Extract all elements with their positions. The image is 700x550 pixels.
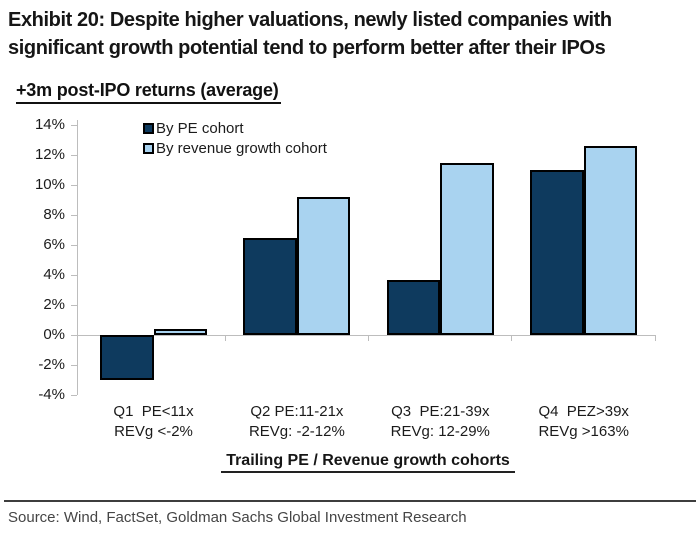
bar-revg-q2: [296, 197, 351, 335]
category-label-q1: Q1 PE<11x REVg <-2%: [113, 403, 194, 440]
footer-divider: [4, 500, 696, 502]
bar-revg-q1: [153, 329, 207, 335]
bar-chart: 14% 12% 10% 8% 6% 4% 2% 0% -2% -4% Q1 PE<11x REVg …: [34, 116, 656, 440]
y-axis-tick-label: -2%: [38, 356, 65, 373]
bar-pe-q2: [243, 237, 297, 335]
y-axis-tick-label: 4%: [43, 266, 65, 283]
x-axis-tick: [224, 335, 226, 341]
x-axis-tick: [654, 335, 656, 341]
bar-pe-q3: [386, 279, 441, 335]
chart-legend: By PE cohort By revenue growth cohort: [143, 118, 327, 158]
y-axis-tick: [71, 364, 77, 366]
x-axis-label: Trailing PE / Revenue growth cohorts: [221, 452, 515, 473]
y-axis-tick-label: -4%: [38, 386, 65, 403]
bar-pe-q4: [530, 170, 584, 335]
y-axis-tick: [71, 184, 77, 186]
legend-item-pe: By PE cohort: [143, 118, 327, 138]
exhibit-title-line1: Exhibit 20: Despite higher valuations, n…: [8, 9, 612, 31]
y-axis-tick-label: 2%: [43, 296, 65, 313]
pe-cohort-swatch-icon: [143, 122, 154, 134]
y-axis-tick-label: 8%: [43, 206, 65, 223]
bar-revg-q4: [583, 146, 638, 335]
category-label-q3: Q3 PE:21-39x REVg: 12-29%: [390, 403, 490, 440]
x-axis-tick: [367, 335, 369, 341]
bar-pe-q1: [100, 335, 154, 380]
x-axis-label-wrap: Trailing PE / Revenue growth cohorts: [128, 452, 608, 473]
exhibit-title-line2: significant growth potential tend to per…: [8, 37, 606, 59]
y-axis-tick: [71, 394, 77, 396]
exhibit-title: Exhibit 20: Despite higher valuations, n…: [8, 6, 696, 62]
bar-revg-q3: [440, 162, 494, 335]
y-axis-tick-label: 12%: [34, 146, 65, 163]
x-axis-baseline: [77, 335, 655, 336]
y-axis-tick-label: 14%: [34, 116, 65, 133]
source-note: Source: Wind, FactSet, Goldman Sachs Glo…: [8, 509, 467, 526]
category-label-q4: Q4 PEZ>39x REVg >163%: [538, 403, 629, 440]
y-axis-tick: [71, 304, 77, 306]
y-axis-tick-label: 0%: [43, 326, 65, 343]
revenue-growth-swatch-icon: [143, 142, 154, 154]
chart-title: +3m post-IPO returns (average): [16, 80, 281, 104]
y-axis-tick: [71, 244, 77, 246]
x-axis-tick: [511, 335, 513, 341]
y-axis-tick: [71, 334, 77, 336]
y-axis-tick: [71, 214, 77, 216]
y-axis-line: [77, 120, 78, 395]
y-axis-tick: [71, 154, 77, 156]
legend-item-revg: By revenue growth cohort: [143, 138, 327, 158]
legend-label-pe: By PE cohort: [156, 119, 244, 137]
y-axis-tick-label: 10%: [34, 176, 65, 193]
y-axis-tick: [71, 124, 77, 126]
legend-label-revg: By revenue growth cohort: [156, 139, 327, 157]
y-axis-tick-label: 6%: [43, 236, 65, 253]
y-axis-tick: [71, 274, 77, 276]
chart-subtitle-wrap: +3m post-IPO returns (average): [16, 80, 281, 104]
category-label-q2: Q2 PE:11-21x REVg: -2-12%: [248, 403, 345, 440]
